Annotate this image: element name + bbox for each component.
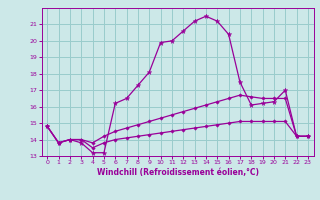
X-axis label: Windchill (Refroidissement éolien,°C): Windchill (Refroidissement éolien,°C) (97, 168, 259, 177)
